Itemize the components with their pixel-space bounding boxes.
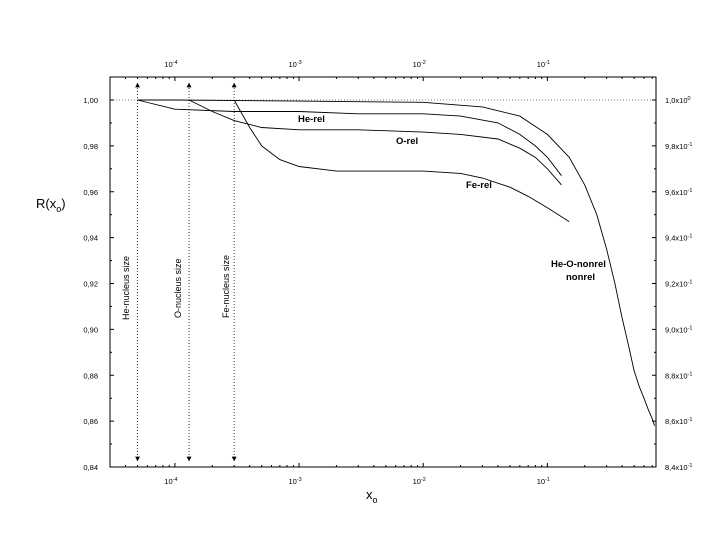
y-tick-label: 0,84 xyxy=(83,463,98,472)
y-tick-label: 0,88 xyxy=(83,371,98,380)
y-tick-label: 0,90 xyxy=(83,325,98,334)
y-tick-label: 0,94 xyxy=(83,234,98,243)
x-axis-bottom: 10-4 10-3 10-2 10-1 xyxy=(109,463,653,486)
x-tick-label-top: 10-2 xyxy=(413,60,426,69)
series-line-fe-rel xyxy=(233,99,570,222)
x-tick-label-top: 10-3 xyxy=(288,60,301,69)
series-line-o-rel xyxy=(188,99,562,186)
series-line-he-rel xyxy=(137,99,562,176)
y-right-tick-label: 9,0x10-1 xyxy=(665,325,692,334)
y-tick-label: 0,86 xyxy=(83,417,98,426)
y-right-tick-label: 9,4x10-1 xyxy=(665,234,692,243)
x-tick-label-top: 10-1 xyxy=(537,60,550,69)
nucleus-size-markers xyxy=(135,82,237,462)
label-he-o-nonrel: He-O-nonrel xyxy=(551,259,606,270)
y-right-tick-label: 8,4x10-1 xyxy=(665,463,692,472)
y-tick-label: 0,98 xyxy=(83,142,98,151)
y-axis-title: R(xo) xyxy=(36,196,66,214)
o-nucleus-size-label: O-nucleus size xyxy=(173,258,183,318)
y-right-tick-label: 9,6x10-1 xyxy=(665,188,692,197)
y-right-tick-label: 1,0x100 xyxy=(665,96,691,105)
x-tick-label-bottom: 10-3 xyxy=(288,477,301,486)
y-right-tick-label: 8,6x10-1 xyxy=(665,417,692,426)
y-axis-left: 0,84 0,86 0,88 0,90 0,92 0,94 0,96 0,98 1,00 xyxy=(83,96,114,472)
x-axis-top: 10-4 10-3 10-2 10-1 xyxy=(109,60,653,81)
x-tick-label-bottom: 10-2 xyxy=(413,477,426,486)
y-right-tick-label: 8,8x10-1 xyxy=(665,371,692,380)
plot-frame xyxy=(109,76,657,468)
label-he-rel: He-rel xyxy=(298,114,325,125)
y-tick-label: 0,96 xyxy=(83,188,98,197)
y-right-tick-label: 9,8x10-1 xyxy=(665,142,692,151)
y-tick-label: 1,00 xyxy=(83,96,98,105)
series-group xyxy=(137,99,655,426)
series-line-he-o-nonrel xyxy=(137,99,655,426)
label-o-rel: O-rel xyxy=(396,136,418,147)
label-fe-rel: Fe-rel xyxy=(466,180,492,191)
x-axis-title: xo xyxy=(366,487,378,505)
he-nucleus-size-label: He-nucleus size xyxy=(121,256,131,320)
x-tick-label-bottom: 10-4 xyxy=(164,477,177,486)
x-tick-label-top: 10-4 xyxy=(164,60,177,69)
y-axis-right: 8,4x10-1 8,6x10-1 8,8x10-1 9,0x10-1 9,2x10-1… xyxy=(652,96,692,472)
y-right-tick-label: 9,2x10-1 xyxy=(665,280,692,289)
y-tick-label: 0,92 xyxy=(83,280,98,289)
label-nonrel: nonrel xyxy=(566,272,595,283)
x-tick-label-bottom: 10-1 xyxy=(537,477,550,486)
fe-nucleus-size-label: Fe-nucleus size xyxy=(221,255,231,318)
